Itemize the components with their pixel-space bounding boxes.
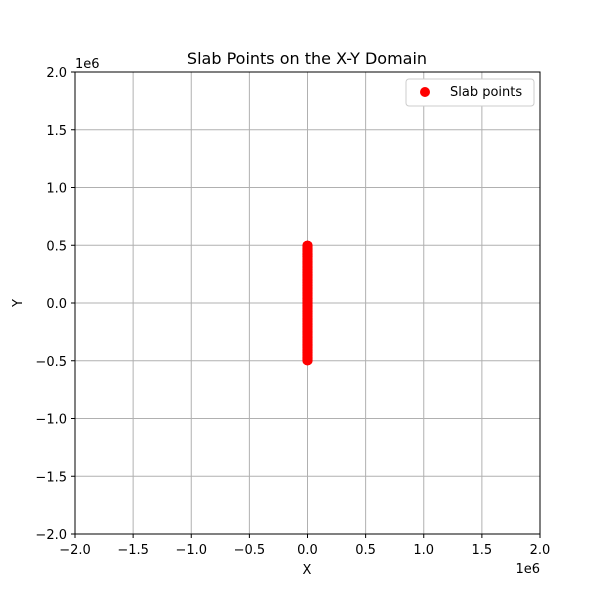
x-tick-label: 2.0 [530, 543, 551, 558]
y-tick-label: 1.5 [46, 124, 67, 139]
x-tick-label: 1.5 [472, 543, 493, 558]
legend-marker [420, 87, 430, 97]
y-offset-label: 1e6 [75, 57, 100, 72]
y-tick-label: 0.0 [46, 297, 67, 312]
y-tick-label: −0.5 [35, 355, 67, 370]
y-axis-ticks: −2.0 −1.5 −1.0 −0.5 0.0 0.5 1.0 1.5 2.0 [35, 66, 75, 543]
y-axis-label: Y [11, 299, 26, 308]
x-axis-label: X [303, 563, 312, 578]
x-tick-label: 0.5 [355, 543, 376, 558]
x-tick-label: −1.5 [117, 543, 149, 558]
scatter-point [303, 240, 313, 250]
scatter-series [302, 240, 313, 366]
chart-title: Slab Points on the X-Y Domain [187, 49, 427, 68]
legend-label: Slab points [450, 85, 522, 100]
x-axis-ticks: −2.0 −1.5 −1.0 −0.5 0.0 0.5 1.0 1.5 2.0 [59, 534, 550, 558]
x-tick-label: −0.5 [234, 543, 266, 558]
x-offset-label: 1e6 [515, 562, 540, 577]
x-tick-label: 0.0 [297, 543, 318, 558]
y-tick-label: −1.0 [35, 413, 67, 428]
x-tick-label: 1.0 [413, 543, 434, 558]
legend-box [405, 78, 535, 107]
y-tick-label: −2.0 [35, 528, 67, 543]
y-tick-label: 1.0 [46, 182, 67, 197]
x-tick-label: −1.0 [175, 543, 207, 558]
legend: Slab points [405, 78, 535, 107]
y-tick-label: −1.5 [35, 470, 67, 485]
x-tick-label: −2.0 [59, 543, 91, 558]
y-tick-label: 2.0 [46, 66, 67, 81]
y-tick-label: 0.5 [46, 239, 67, 254]
